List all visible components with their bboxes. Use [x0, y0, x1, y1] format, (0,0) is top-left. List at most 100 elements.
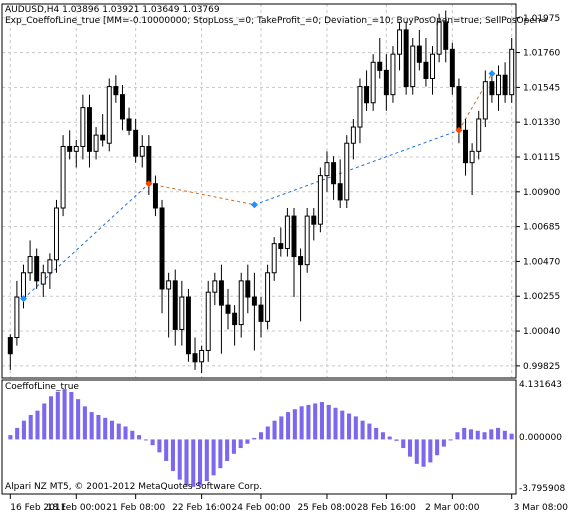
- candle-bull: [47, 259, 53, 274]
- indicator-bar: [164, 439, 169, 461]
- indicator-bar: [76, 399, 81, 440]
- candle-bear: [126, 118, 132, 131]
- candle-bull: [469, 150, 475, 164]
- candle-bear: [489, 81, 495, 96]
- indicator-bar: [42, 403, 47, 440]
- indicator-bar: [509, 433, 514, 440]
- indicator-bar: [394, 439, 399, 441]
- candle-bear: [152, 183, 158, 209]
- buy-signal-arrow: [488, 70, 496, 78]
- indicator-bar: [502, 430, 507, 440]
- candle-bull: [284, 215, 290, 249]
- indicator-bar: [69, 391, 74, 440]
- candle-bull: [93, 134, 99, 152]
- candle-bull: [430, 53, 436, 79]
- indicator-bar: [482, 432, 487, 440]
- price-tick-label: 1.00470: [523, 257, 560, 267]
- indicator-bar: [225, 439, 230, 461]
- indicator-bar: [407, 439, 413, 457]
- candle-bear: [423, 61, 429, 79]
- price-tick-label: 1.00900: [523, 188, 560, 198]
- candle-bear: [311, 215, 317, 225]
- indicator-bar: [319, 402, 324, 440]
- indicator-bar: [170, 439, 175, 472]
- candle-bull: [344, 142, 350, 201]
- candle-bull: [40, 272, 46, 285]
- candle-bear: [67, 145, 73, 152]
- candle-bear: [34, 256, 40, 282]
- indicator-bar: [360, 420, 365, 440]
- price-tick-label: 1.01330: [523, 118, 560, 128]
- candle-bear: [133, 129, 139, 157]
- candle-bull: [166, 280, 172, 290]
- price-tick-label: 1.00040: [523, 327, 560, 337]
- candle-bull: [27, 256, 33, 274]
- indicator-bar: [489, 429, 494, 440]
- candle-bear: [298, 256, 304, 266]
- time-tick-label: 22 Feb 16:00: [172, 503, 231, 513]
- indicator-bar: [96, 414, 101, 440]
- price-tick-label: 1.01760: [523, 49, 560, 59]
- candle-bull: [304, 215, 310, 266]
- candle-bear: [146, 145, 152, 185]
- price-tick-label: 1.01115: [523, 153, 560, 163]
- indicator-bar: [353, 416, 358, 440]
- indicator-bar: [28, 414, 33, 440]
- candle-bull: [179, 296, 185, 330]
- candle-bear: [185, 296, 191, 355]
- time-tick-label: 16 Feb 2011: [10, 503, 66, 513]
- candle-bear: [100, 134, 106, 141]
- indicator-bar: [462, 427, 467, 440]
- indicator-bar: [258, 432, 264, 440]
- candle-bull: [482, 81, 488, 120]
- indicator-bar: [286, 412, 291, 440]
- candle-bull: [212, 280, 218, 293]
- indicator-bar: [35, 410, 40, 440]
- time-tick-label: 24 Feb 00:00: [231, 503, 290, 513]
- symbol-info: AUDUSD,H4 1.03896 1.03921 1.03649 1.0376…: [5, 5, 220, 15]
- price-tick-label: 0.99825: [523, 362, 560, 372]
- candle-bull: [21, 272, 26, 298]
- candle-bull: [73, 145, 79, 152]
- candle-bear: [337, 183, 343, 201]
- candle-bull: [397, 29, 403, 55]
- indicator-zero-label: 0.000000: [519, 433, 562, 443]
- price-tick-label: 1.00255: [523, 292, 560, 302]
- price-tick-label: 1.01975: [523, 14, 560, 24]
- indicator-bar: [184, 439, 189, 486]
- indicator-bar: [265, 426, 270, 440]
- candle-bear: [218, 280, 224, 306]
- sell-signal-arrow: [455, 126, 463, 134]
- indicator-bar: [238, 439, 243, 449]
- candle-bull: [199, 349, 205, 363]
- candle-bull: [357, 86, 363, 128]
- indicator-bar: [292, 409, 297, 440]
- indicator-bar: [435, 439, 440, 456]
- indicator-bar: [130, 430, 135, 440]
- candle-bull: [317, 175, 323, 225]
- time-tick-label: 18 Feb 00:00: [47, 503, 106, 513]
- indicator-bar: [8, 435, 13, 440]
- indicator-bar: [82, 406, 87, 440]
- indicator-bar: [401, 439, 406, 449]
- candle-bull: [106, 86, 112, 144]
- indicator-bar: [441, 439, 446, 447]
- candle-bear: [364, 86, 370, 104]
- candle-bear: [443, 21, 449, 50]
- candle-bear: [119, 94, 125, 120]
- indicator-bar: [218, 439, 223, 469]
- price-axis: 1.01975 1.01760 1.01545 1.01330 1.01115 1.009…: [516, 14, 560, 372]
- candle-bull: [496, 74, 501, 96]
- indicator-bar: [143, 439, 148, 441]
- candle-bull: [324, 162, 330, 177]
- candle-bull: [350, 126, 356, 144]
- indicator-bar: [340, 410, 345, 440]
- indicator-bar: [89, 412, 94, 440]
- candle-bull: [14, 296, 20, 339]
- indicator-bar: [496, 427, 501, 440]
- indicator-bar: [414, 439, 419, 464]
- indicator-bar: [421, 439, 426, 467]
